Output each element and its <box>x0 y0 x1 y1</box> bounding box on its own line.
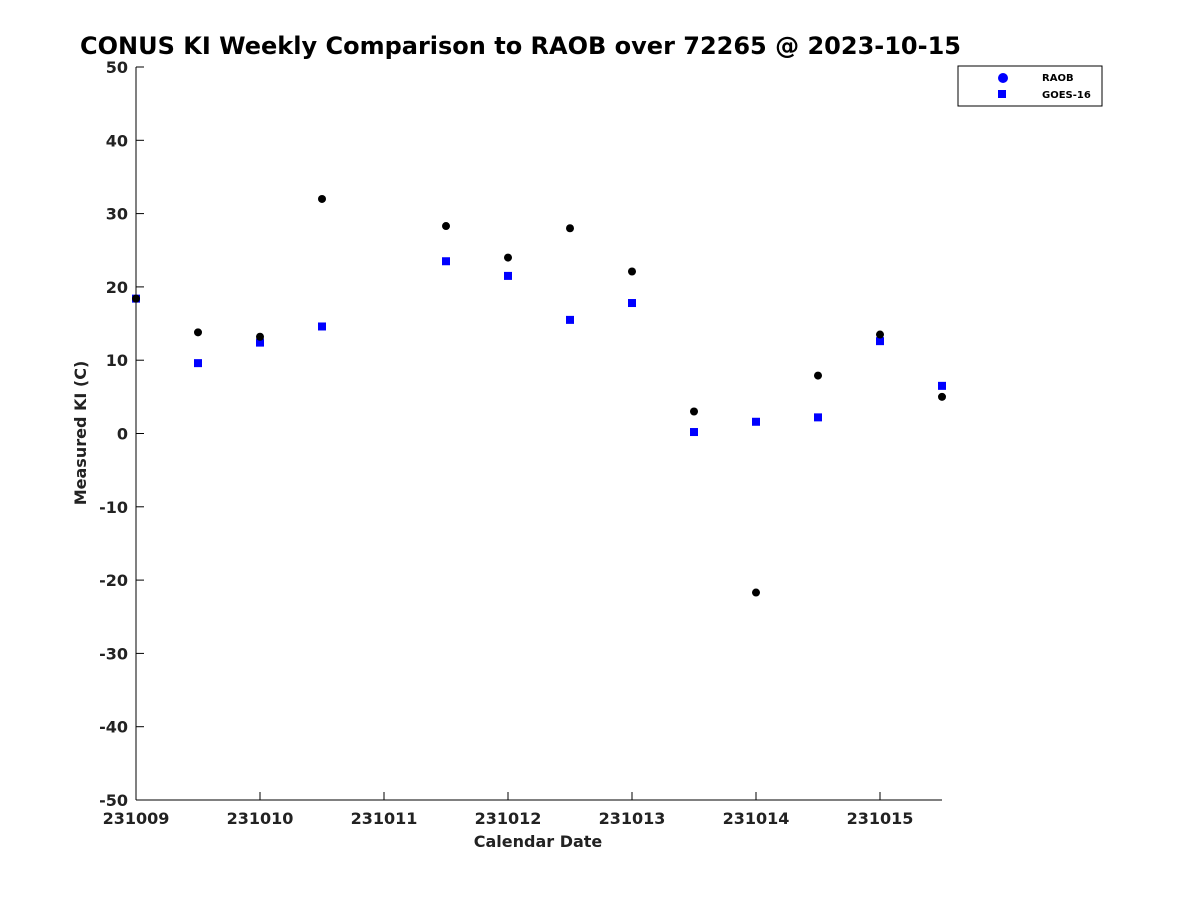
goes-16-point <box>752 417 760 426</box>
legend-raob-label: RAOB <box>1042 73 1074 84</box>
raob-point <box>132 294 140 303</box>
goes-16-point <box>256 338 264 347</box>
y-tick-label: 30 <box>106 205 128 224</box>
raob-point <box>194 328 202 337</box>
legend-goes-label: GOES-16 <box>1042 90 1091 101</box>
raob-point <box>876 330 884 339</box>
y-tick-label: 10 <box>106 351 128 370</box>
raob-point <box>814 371 822 380</box>
x-axis-ticks: 231009 231010 231011 231012 231013 231014 2310… <box>103 792 914 828</box>
y-axis-ticks: 50 40 30 20 10 0 -10 -20 -30 -40 -50 <box>99 58 144 810</box>
raob-point <box>566 224 574 233</box>
legend: RAOB GOES-16 <box>957 65 1103 107</box>
goes-16-point <box>442 257 450 266</box>
goes-16-point <box>938 381 946 390</box>
x-tick-label: 231011 <box>351 809 418 828</box>
goes-16-point <box>876 337 884 346</box>
raob-point <box>752 588 760 597</box>
raob-point <box>442 222 450 231</box>
raob-point <box>690 407 698 416</box>
x-tick-label: 231012 <box>475 809 542 828</box>
raob-point <box>504 253 512 262</box>
x-tick-label: 231010 <box>227 809 294 828</box>
y-tick-label: 50 <box>106 58 128 77</box>
x-tick-label: 231015 <box>847 809 914 828</box>
goes-16-point <box>814 413 822 422</box>
raob-point <box>628 267 636 276</box>
y-tick-label: -10 <box>99 498 128 517</box>
x-tick-label: 231013 <box>599 809 666 828</box>
x-axis-label: Calendar Date <box>474 832 603 851</box>
y-tick-label: -40 <box>99 718 128 737</box>
data-points <box>132 194 946 597</box>
x-tick-label: 231014 <box>723 809 790 828</box>
goes-16-point <box>318 322 326 331</box>
y-tick-label: 0 <box>117 425 128 444</box>
x-tick-label: 231009 <box>103 809 170 828</box>
y-tick-label: 40 <box>106 131 128 150</box>
chart-title: CONUS KI Weekly Comparison to RAOB over … <box>80 32 961 60</box>
y-tick-label: -50 <box>99 791 128 810</box>
raob-point <box>256 332 264 341</box>
legend-box <box>957 65 1103 107</box>
y-tick-label: -20 <box>99 571 128 590</box>
legend-raob-marker <box>998 73 1008 83</box>
axes <box>135 67 942 801</box>
y-axis-label: Measured KI (C) <box>71 361 90 506</box>
raob-point <box>318 194 326 203</box>
y-tick-label: 20 <box>106 278 128 297</box>
goes-16-point <box>194 359 202 368</box>
legend-goes-marker <box>998 90 1006 98</box>
raob-point <box>938 392 946 401</box>
goes-16-point <box>690 428 698 437</box>
goes-16-point <box>566 315 574 324</box>
goes-16-point <box>504 271 512 280</box>
y-tick-label: -30 <box>99 644 128 663</box>
goes-16-point <box>628 299 636 308</box>
